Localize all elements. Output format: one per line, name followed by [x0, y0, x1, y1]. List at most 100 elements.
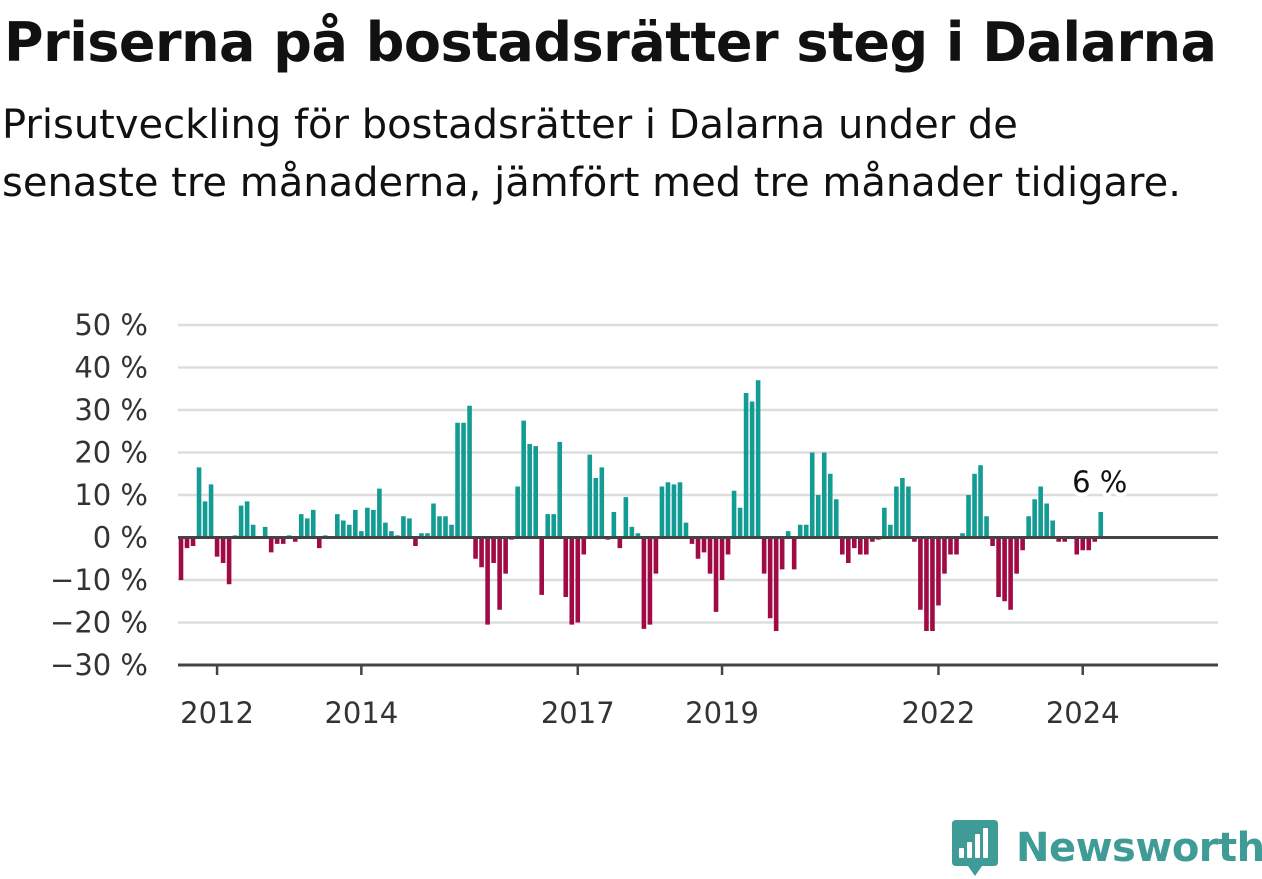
bar-negative	[316, 537, 322, 549]
chart-title: Priserna på bostadsrätter steg i Dalarna	[4, 11, 1217, 74]
bar-negative	[912, 537, 917, 542]
bar-positive	[827, 473, 833, 538]
bar-negative	[539, 537, 544, 595]
bar-negative	[695, 537, 701, 559]
bar-positive	[371, 509, 376, 538]
bar-negative	[767, 537, 773, 619]
bar-negative	[479, 537, 484, 568]
bar-negative	[852, 537, 857, 549]
y-tick-label: 0 %	[93, 521, 148, 555]
bar-negative	[689, 537, 695, 544]
bar-positive	[401, 516, 406, 538]
bar-positive	[557, 441, 563, 538]
bar-negative	[918, 537, 923, 610]
bar-negative	[936, 537, 941, 606]
bar-negative	[274, 537, 280, 544]
bar-negative	[845, 537, 851, 563]
bar-negative	[1086, 537, 1092, 551]
y-tick-label: 40 %	[74, 351, 148, 385]
bar-positive	[437, 516, 442, 538]
bar-negative	[413, 537, 418, 546]
bar-negative	[701, 537, 707, 553]
bar-positive	[365, 507, 370, 538]
bar-negative	[563, 537, 569, 597]
bar-positive	[984, 516, 989, 538]
bar-positive	[521, 420, 526, 538]
bar-negative	[719, 537, 725, 580]
bar-positive	[527, 444, 532, 538]
bar-positive	[731, 490, 737, 538]
bar-negative	[214, 537, 220, 557]
bar-positive	[310, 509, 316, 538]
x-axis-ticks: 2012 2014 2017 2019 2022 2024	[180, 665, 1120, 730]
bar-positive	[353, 509, 358, 538]
bar-positive	[833, 499, 839, 538]
bars	[178, 380, 1104, 631]
bar-positive	[900, 478, 905, 538]
last-value-label: 6 %	[1072, 465, 1127, 499]
bar-negative	[858, 537, 863, 555]
bar-negative	[292, 537, 298, 542]
bar-negative	[930, 537, 935, 631]
bar-negative	[617, 537, 623, 549]
newsworthy-logo: Newsworthy	[950, 818, 1262, 878]
bar-positive	[1044, 503, 1049, 538]
bar-positive	[202, 501, 208, 538]
bar-positive	[677, 482, 683, 538]
bar-positive	[671, 484, 677, 538]
bar-negative	[996, 537, 1001, 597]
bar-negative	[503, 537, 508, 574]
bar-positive	[809, 452, 815, 538]
bar-positive	[1038, 486, 1043, 538]
bar-negative	[647, 537, 653, 625]
y-tick-label: 20 %	[74, 436, 148, 470]
bar-positive	[797, 524, 803, 538]
bar-positive	[431, 503, 436, 538]
bar-positive	[743, 393, 749, 538]
bar-positive	[335, 514, 340, 538]
bar-positive	[785, 531, 791, 538]
bar-positive	[749, 401, 755, 538]
bar-positive	[443, 516, 448, 538]
bar-negative	[178, 537, 184, 580]
bar-positive	[599, 467, 605, 538]
bar-positive	[755, 380, 761, 538]
bar-positive	[455, 422, 460, 538]
bar-positive	[960, 533, 965, 538]
bar-negative	[226, 537, 232, 585]
bar-positive	[347, 524, 352, 538]
bar-positive	[383, 522, 388, 538]
bar-positive	[737, 507, 743, 538]
axes	[178, 536, 1218, 667]
bar-negative	[1002, 537, 1007, 602]
bar-positive	[377, 488, 382, 538]
bar-positive	[659, 486, 665, 538]
bar-positive	[359, 531, 364, 538]
bar-chart-badge-icon	[952, 820, 998, 876]
bar-negative	[791, 537, 797, 570]
y-tick-label: 30 %	[74, 393, 148, 427]
bar-positive	[894, 486, 899, 538]
bar-negative	[581, 537, 587, 555]
bar-negative	[268, 537, 274, 553]
bar-negative	[942, 537, 947, 574]
bar-negative	[713, 537, 719, 612]
bar-negative	[924, 537, 929, 631]
x-tick-label: 2019	[685, 696, 759, 730]
bar-positive	[515, 486, 520, 538]
bar-negative	[954, 537, 959, 555]
bar-positive	[407, 518, 412, 538]
x-tick-label: 2024	[1046, 696, 1120, 730]
bar-positive	[1026, 516, 1031, 538]
bar-positive	[467, 405, 472, 538]
bar-positive	[250, 524, 256, 538]
bar-positive	[533, 446, 538, 538]
bar-negative	[1014, 537, 1019, 574]
bar-negative	[280, 537, 286, 544]
bar-positive	[815, 495, 821, 538]
bar-positive	[304, 518, 310, 538]
bar-positive	[665, 482, 671, 538]
bar-negative	[569, 537, 575, 625]
bar-negative	[491, 537, 496, 563]
